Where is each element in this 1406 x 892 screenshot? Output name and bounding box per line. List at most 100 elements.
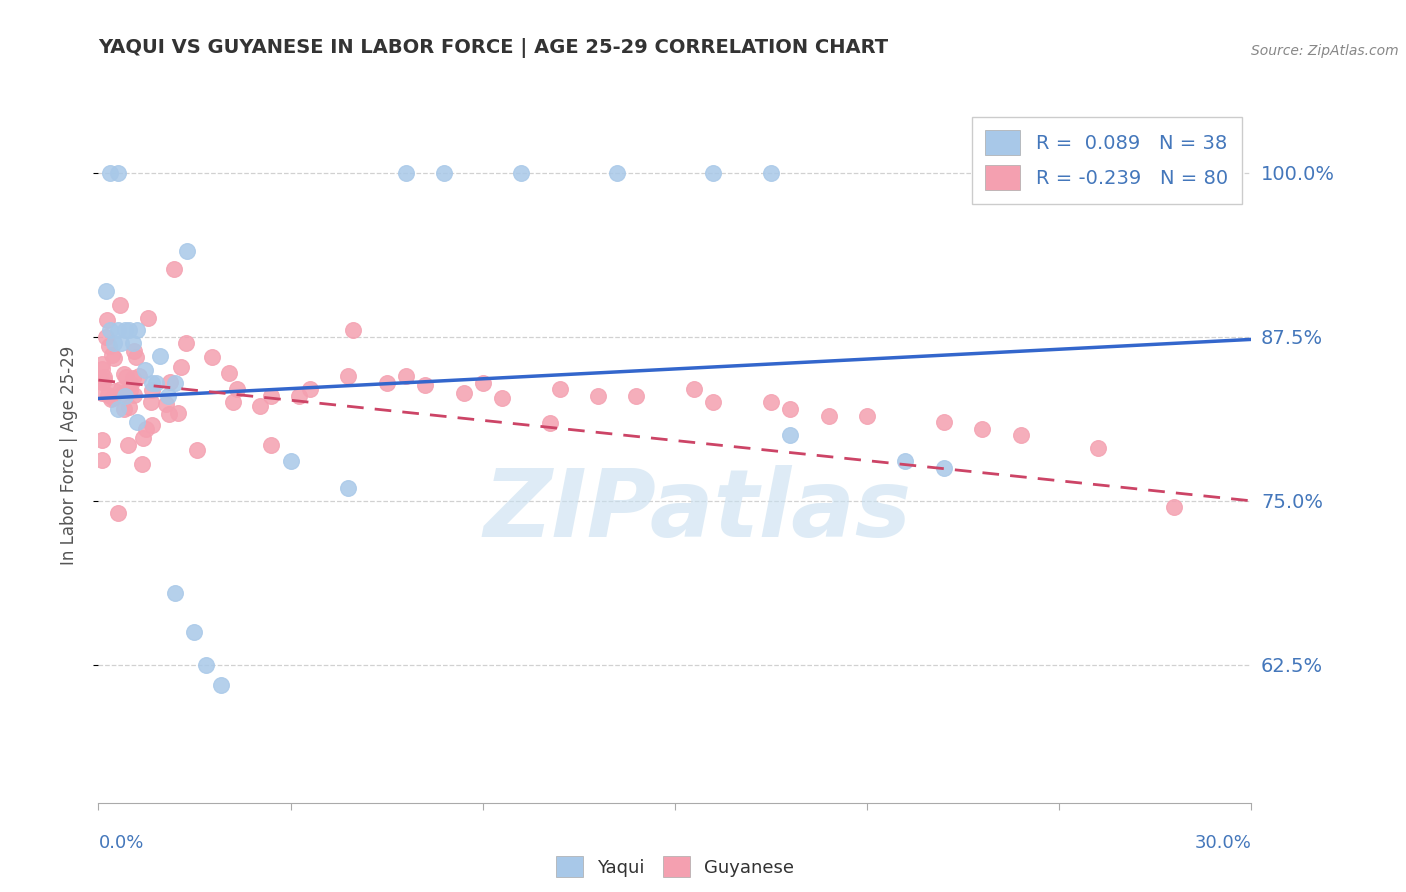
Text: 0.0%: 0.0% <box>98 834 143 852</box>
Point <box>222 395 245 409</box>
Point <box>413 378 436 392</box>
Point <box>115 370 138 384</box>
Point <box>1163 500 1185 515</box>
Point <box>91 358 114 372</box>
Text: 30.0%: 30.0% <box>1195 834 1251 852</box>
Point <box>93 370 115 384</box>
Point <box>103 336 125 351</box>
Point <box>337 481 360 495</box>
Point <box>157 407 180 421</box>
Point <box>135 422 157 436</box>
Point <box>186 442 208 457</box>
Point <box>606 166 628 180</box>
Text: YAQUI VS GUYANESE IN LABOR FORCE | AGE 25-29 CORRELATION CHART: YAQUI VS GUYANESE IN LABOR FORCE | AGE 2… <box>98 38 889 58</box>
Point <box>471 376 494 390</box>
Point <box>98 166 121 180</box>
Point <box>98 339 121 353</box>
Point <box>107 401 129 416</box>
Point <box>342 323 364 337</box>
Y-axis label: In Labor Force | Age 25-29: In Labor Force | Age 25-29 <box>59 345 77 565</box>
Point <box>93 373 115 387</box>
Point <box>122 388 145 402</box>
Point <box>91 376 114 390</box>
Point <box>163 261 186 276</box>
Point <box>149 350 172 364</box>
Point <box>131 457 153 471</box>
Point <box>586 389 609 403</box>
Point <box>103 391 125 405</box>
Point <box>856 409 879 423</box>
Point <box>195 657 218 672</box>
Point <box>894 454 917 468</box>
Point <box>141 418 163 433</box>
Point <box>107 506 129 520</box>
Point <box>702 395 724 409</box>
Point <box>453 386 475 401</box>
Point <box>91 433 114 447</box>
Point <box>134 362 156 376</box>
Point <box>1010 428 1032 442</box>
Point <box>91 361 114 376</box>
Point <box>132 431 155 445</box>
Point <box>170 359 193 374</box>
Point <box>298 382 321 396</box>
Point <box>120 377 142 392</box>
Point <box>817 409 839 423</box>
Point <box>121 370 143 384</box>
Point <box>779 401 801 416</box>
Point <box>98 323 121 337</box>
Point <box>125 323 148 337</box>
Point <box>110 382 132 396</box>
Point <box>118 383 141 397</box>
Point <box>96 313 118 327</box>
Point <box>226 382 249 396</box>
Point <box>111 386 134 401</box>
Point <box>548 382 571 396</box>
Point <box>176 244 198 259</box>
Point <box>167 406 190 420</box>
Point <box>114 389 136 403</box>
Point <box>125 415 148 429</box>
Point <box>1087 442 1109 456</box>
Point <box>145 376 167 390</box>
Point <box>174 336 197 351</box>
Point <box>141 376 163 390</box>
Point <box>209 678 232 692</box>
Point <box>375 376 398 390</box>
Point <box>183 625 205 640</box>
Point <box>759 166 782 180</box>
Point <box>932 415 955 429</box>
Point <box>117 438 139 452</box>
Point <box>103 351 125 365</box>
Point <box>156 389 179 403</box>
Point <box>288 389 311 403</box>
Point <box>538 416 561 430</box>
Point <box>759 395 782 409</box>
Point <box>395 369 418 384</box>
Text: Source: ZipAtlas.com: Source: ZipAtlas.com <box>1251 44 1399 58</box>
Point <box>107 166 129 180</box>
Point <box>201 350 224 364</box>
Legend: Yaqui, Guyanese: Yaqui, Guyanese <box>548 849 801 884</box>
Point <box>510 166 533 180</box>
Point <box>139 395 162 409</box>
Point <box>118 400 141 414</box>
Point <box>108 297 131 311</box>
Point <box>165 376 187 390</box>
Point <box>249 400 271 414</box>
Point <box>104 384 127 398</box>
Point <box>112 368 135 382</box>
Point <box>124 344 146 359</box>
Point <box>260 389 283 403</box>
Point <box>91 386 114 401</box>
Point <box>280 454 302 468</box>
Point <box>110 336 132 351</box>
Point <box>159 375 181 389</box>
Point <box>433 166 456 180</box>
Point <box>218 366 240 380</box>
Point <box>100 392 122 406</box>
Point <box>107 323 129 337</box>
Point <box>155 397 177 411</box>
Point <box>118 323 141 337</box>
Point <box>122 336 145 351</box>
